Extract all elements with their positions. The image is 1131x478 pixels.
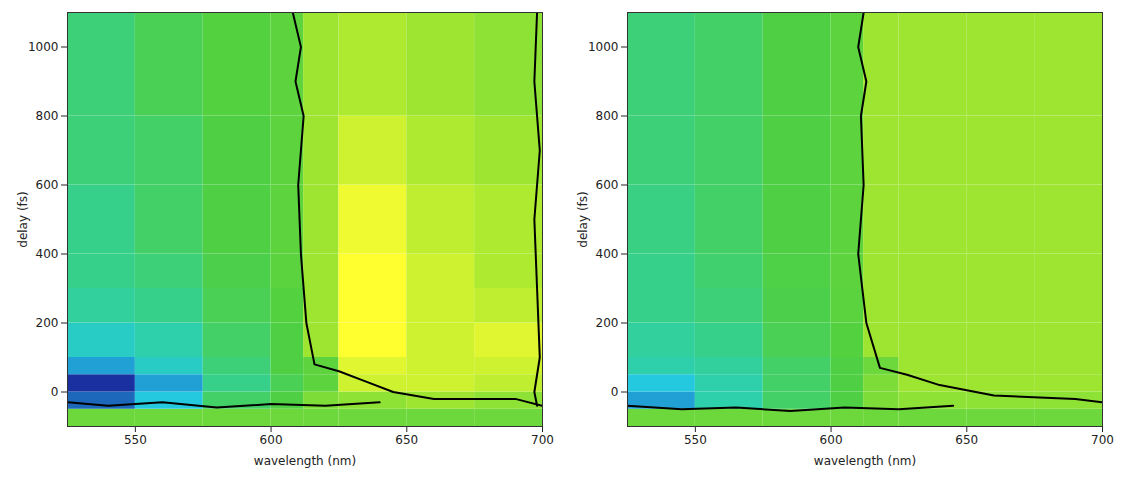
svg-text:delay (fs): delay (fs)	[16, 191, 30, 247]
svg-text:600: 600	[596, 178, 619, 192]
svg-text:800: 800	[596, 109, 619, 123]
svg-text:600: 600	[36, 178, 59, 192]
svg-text:650: 650	[395, 433, 418, 447]
svg-text:0: 0	[51, 385, 59, 399]
svg-text:delay (fs): delay (fs)	[576, 191, 590, 247]
svg-text:650: 650	[955, 433, 978, 447]
svg-text:700: 700	[531, 433, 554, 447]
svg-text:200: 200	[36, 316, 59, 330]
svg-text:550: 550	[124, 433, 147, 447]
svg-text:0: 0	[611, 385, 619, 399]
svg-text:wavelength (nm): wavelength (nm)	[814, 454, 916, 468]
svg-text:800: 800	[36, 109, 59, 123]
svg-text:700: 700	[1091, 433, 1114, 447]
svg-text:1000: 1000	[28, 40, 59, 54]
svg-text:200: 200	[596, 316, 619, 330]
svg-text:400: 400	[596, 247, 619, 261]
svg-text:600: 600	[260, 433, 283, 447]
svg-text:400: 400	[36, 247, 59, 261]
svg-text:wavelength (nm): wavelength (nm)	[254, 454, 356, 468]
svg-text:600: 600	[820, 433, 843, 447]
svg-text:1000: 1000	[588, 40, 619, 54]
svg-text:550: 550	[684, 433, 707, 447]
